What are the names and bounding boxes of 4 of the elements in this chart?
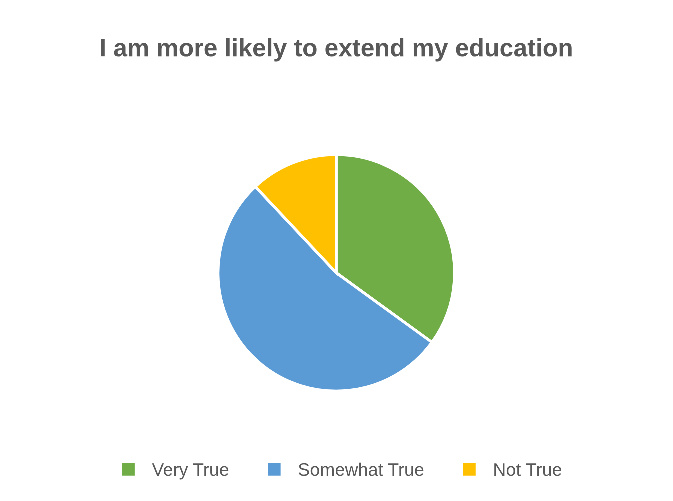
legend-label: Very True: [152, 464, 229, 480]
legend-label: Not True: [494, 464, 562, 476]
legend-label: Somewhat True: [298, 462, 424, 476]
chart-title: I am more likely to extend my education: [101, 38, 572, 62]
